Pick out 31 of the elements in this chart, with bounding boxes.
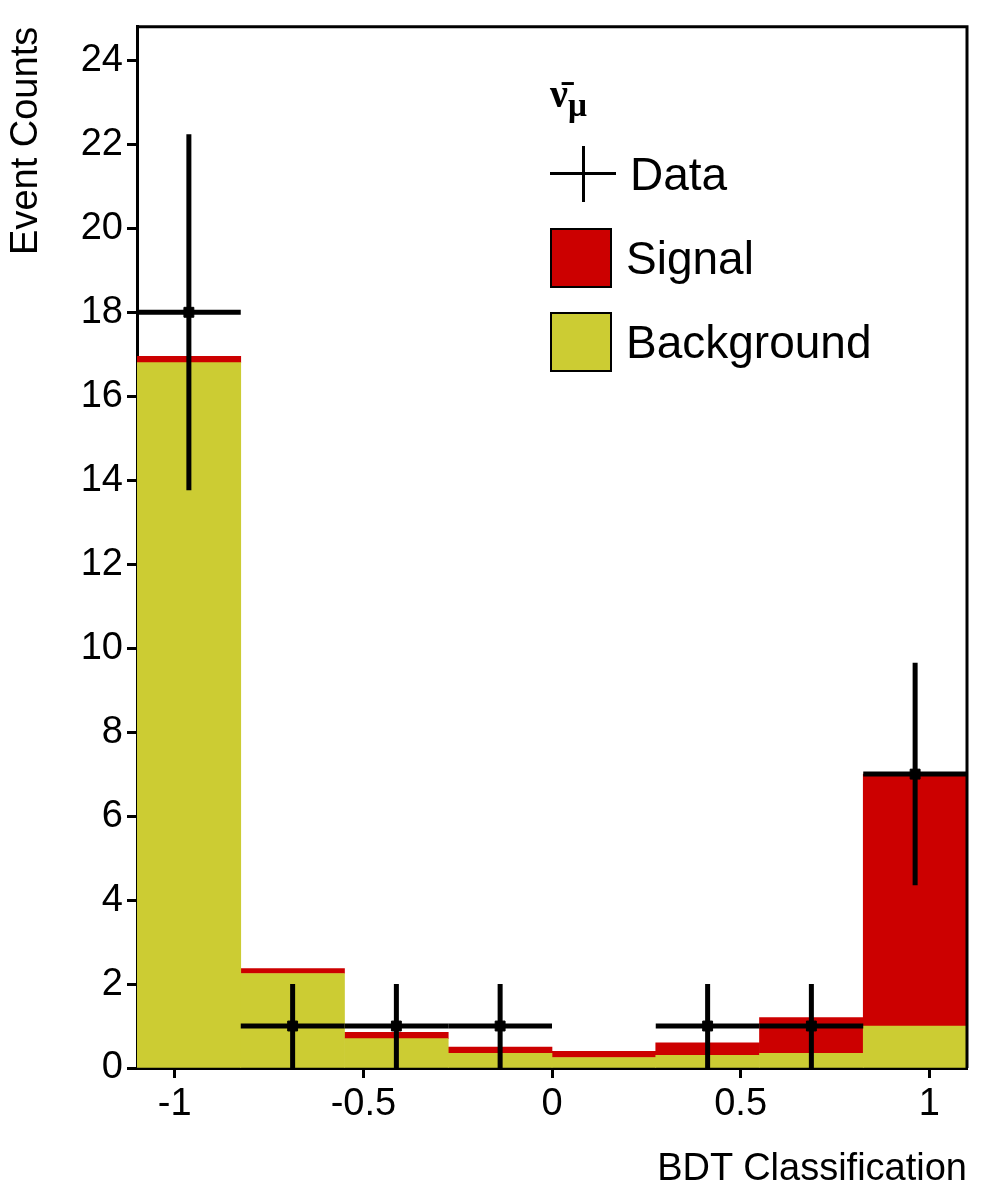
y-tick-label: 2 — [101, 960, 123, 1003]
y-tick-label: 24 — [80, 36, 123, 79]
point — [494, 1020, 506, 1032]
point — [702, 1020, 714, 1032]
point — [909, 768, 921, 780]
x-tick-label: -1 — [157, 1081, 192, 1124]
point — [805, 1020, 817, 1032]
y-tick-label: 20 — [80, 204, 123, 247]
y-axis-title: Event Counts — [3, 26, 46, 255]
legend-label: Signal — [626, 231, 754, 285]
x-tick-label: 0 — [541, 1081, 563, 1124]
y-tick-label: 18 — [80, 288, 123, 331]
legend-label: Background — [626, 315, 872, 369]
x-tick-label: 0.5 — [714, 1081, 768, 1124]
legend-label: Data — [630, 147, 728, 201]
legend-title: ν̄$_{μ}$ — [550, 70, 588, 124]
x-axis-title: BDT Classification — [657, 1145, 967, 1188]
x-tick-label: 1 — [918, 1081, 940, 1124]
point — [183, 306, 195, 318]
y-tick-label: 4 — [101, 876, 123, 919]
point — [390, 1020, 402, 1032]
x-tick-label: -0.5 — [330, 1081, 397, 1124]
y-tick-label: 22 — [80, 120, 123, 163]
point — [287, 1020, 299, 1032]
y-tick-label: 0 — [101, 1044, 123, 1087]
y-tick-label: 12 — [80, 540, 123, 583]
y-tick-label: 8 — [101, 708, 123, 751]
y-tick-label: 14 — [80, 456, 123, 499]
y-tick-label: 6 — [101, 792, 123, 835]
y-tick-label: 16 — [80, 372, 123, 415]
y-tick-label: 10 — [80, 624, 123, 667]
